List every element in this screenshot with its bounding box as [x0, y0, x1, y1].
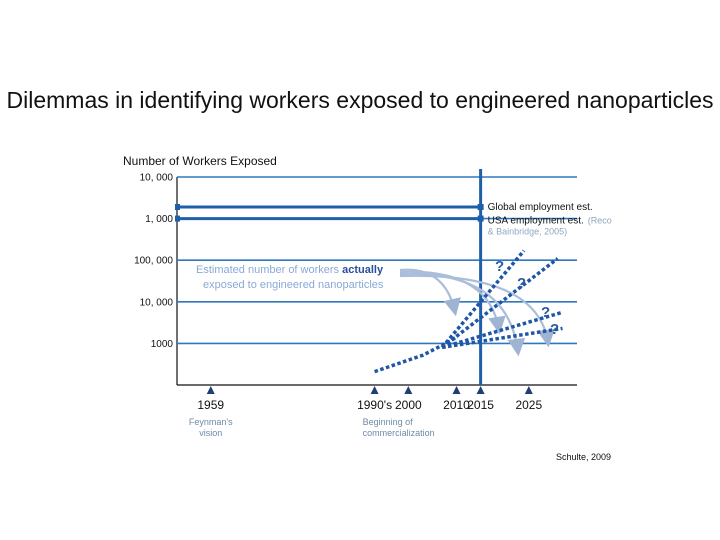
question-mark: ? — [517, 275, 526, 292]
x-milestone-note-cont: commercialization — [363, 428, 435, 438]
question-mark: ? — [495, 258, 504, 275]
source-credit: Schulte, 2009 — [556, 452, 612, 462]
reference-line-label: Global employment est. — [488, 202, 593, 213]
estimate-arrow — [399, 270, 506, 335]
y-tick-label: 10, 000 — [140, 173, 174, 184]
x-milestone-marker — [370, 386, 379, 394]
x-milestone-note: Feynman's — [189, 417, 233, 427]
x-milestone-marker — [206, 386, 215, 394]
x-milestone-marker — [452, 386, 461, 394]
y-tick-label: 1, 000 — [145, 214, 173, 225]
x-milestone-marker — [476, 386, 485, 394]
x-tick-label: 2015 — [467, 398, 494, 412]
reference-line-citation-cont: & Bainbridge, 2005) — [488, 227, 568, 237]
x-milestone-marker — [404, 386, 413, 394]
series-line — [374, 335, 458, 374]
reference-line-start-marker — [175, 215, 180, 222]
x-milestone-note: Beginning of — [363, 417, 414, 427]
page-title: Dilemmas in identifying workers exposed … — [6, 87, 714, 113]
series-line — [440, 249, 526, 349]
x-tick-label: 2010 — [443, 398, 470, 412]
reference-line-label: USA employment est. — [488, 216, 584, 227]
x-tick-label: 2025 — [515, 398, 542, 412]
series-line — [441, 310, 563, 350]
x-milestone-note-cont: vision — [199, 428, 222, 438]
y-axis-label: Number of Workers Exposed — [123, 154, 277, 168]
estimate-label-line1: Estimated number of workers actually — [196, 264, 384, 276]
estimate-arrow — [399, 272, 526, 357]
reference-line-citation: (Reco — [588, 216, 612, 226]
question-mark: ? — [541, 304, 550, 321]
estimate-label-line2: exposed to engineered nanoparticles — [203, 279, 384, 291]
series-line — [441, 257, 559, 349]
estimate-arrow — [399, 268, 461, 317]
y-tick-label: 1000 — [151, 339, 174, 350]
y-tick-label: 100, 000 — [134, 256, 173, 267]
x-tick-label: 1990's — [357, 398, 392, 412]
y-tick-label: 10, 000 — [140, 297, 174, 308]
x-tick-label: 2000 — [395, 398, 422, 412]
series-line — [441, 326, 563, 350]
reference-line-start-marker — [175, 204, 180, 211]
estimate-arrow — [399, 274, 555, 348]
x-tick-label: 1959 — [197, 398, 224, 412]
x-milestone-marker — [524, 386, 533, 394]
question-mark: ? — [550, 321, 559, 338]
